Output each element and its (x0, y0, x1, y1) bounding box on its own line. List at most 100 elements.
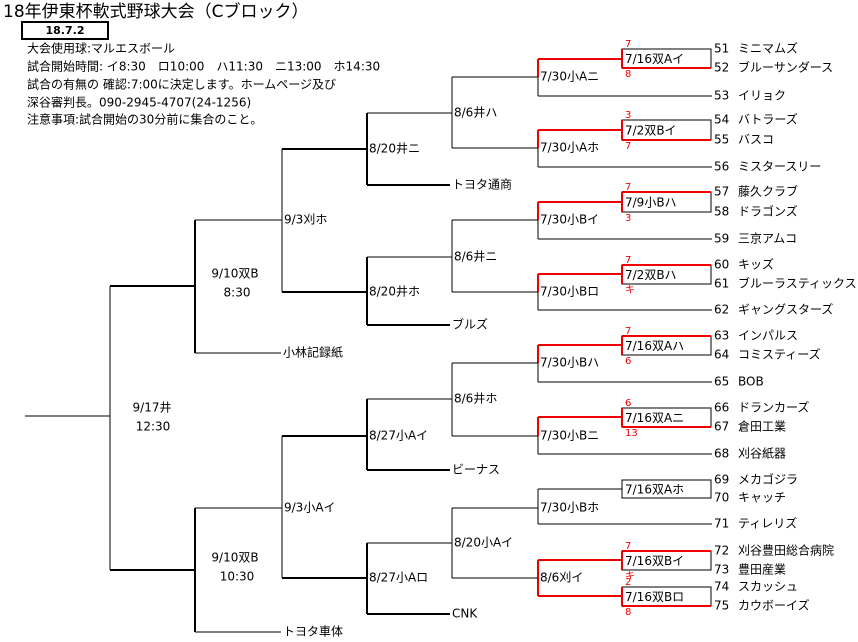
seeded-team: トヨタ通商 (452, 177, 512, 192)
team-number: 64 (714, 348, 729, 362)
match-label: 8/6井ニ (454, 250, 497, 264)
team-name: 刈谷豊田総合病院 (738, 543, 834, 558)
score: 13 (625, 428, 638, 439)
score: 7 (625, 39, 631, 50)
team-number: 59 (714, 232, 729, 246)
team-name: スカッシュ (738, 580, 798, 594)
match-label: 7/30小Bイ (540, 213, 599, 227)
note: 深谷審判長。090-2945-4707(24-1256) (27, 95, 251, 110)
match-label: 8/6井ハ (454, 106, 497, 120)
match-label: 7/30小Bハ (540, 356, 599, 370)
team-number: 66 (714, 401, 729, 415)
seeded-team: トヨタ車体 (283, 625, 343, 639)
team-number: 70 (714, 491, 729, 505)
match-label: 7/16双Aホ (625, 483, 684, 497)
match-label: 9/17井 (133, 401, 172, 415)
score: キ (625, 285, 635, 296)
team-name: キッズ (738, 257, 774, 272)
date: 18.7.2 (46, 24, 85, 37)
team-name: ドラゴンズ (738, 204, 798, 219)
team-number: 71 (714, 517, 729, 531)
team-number: 63 (714, 329, 729, 343)
score: 7 (625, 182, 631, 193)
match-label: 7/9小Bハ (625, 196, 677, 210)
team-name: 藤久クラブ (738, 184, 798, 199)
team-number: 74 (714, 580, 729, 594)
match-label: 8/6井ホ (454, 392, 497, 406)
score: 8 (625, 69, 631, 80)
team-name: バトラーズ (738, 112, 798, 127)
team-number: 62 (714, 303, 729, 317)
match-label: 9/10双B (211, 267, 258, 281)
match-label: 7/30小Aニ (540, 70, 599, 84)
match-label: 9/3小Aイ (284, 501, 336, 515)
team-name: カウボーイズ (738, 598, 810, 613)
date-box (21, 21, 109, 40)
match-label: 8/20井ホ (369, 285, 420, 299)
team-name: ドランカーズ (738, 400, 809, 415)
team-number: 61 (714, 277, 729, 291)
match-label: 9/10双B (211, 551, 258, 565)
team-number: 72 (714, 544, 729, 558)
match-label: 7/30小Bニ (540, 429, 599, 443)
team-number: 58 (714, 205, 729, 219)
score: 7 (625, 255, 631, 266)
match-label: 7/16双Bロ (625, 590, 684, 604)
match-label: 8/20小Aイ (454, 536, 513, 550)
match-time: 12:30 (136, 420, 171, 434)
team-number: 68 (714, 447, 729, 461)
team-name: イリョク (738, 89, 786, 103)
team-number: 73 (714, 563, 729, 577)
team-name: インパルス (738, 329, 798, 343)
match-time: 10:30 (220, 570, 255, 584)
match-label: 7/30小Bホ (540, 501, 599, 515)
team-name: ミスタースリー (738, 160, 821, 174)
score: 3 (625, 213, 631, 224)
match-label: 8/20井ニ (369, 142, 420, 156)
note: 試合開始時間: イ8:30 ロ10:00 ハ11:30 ニ13:00 ホ14:3… (27, 59, 380, 74)
team-name: コミスティーズ (738, 347, 821, 362)
team-name: 豊田産業 (738, 562, 786, 577)
score: 6 (625, 398, 631, 409)
team-number: 65 (714, 375, 729, 389)
seeded-team: ブルズ (452, 317, 488, 332)
score: 2 (625, 577, 631, 588)
title: 18年伊東杯軟式野球大会（Cブロック） (3, 1, 309, 22)
team-number: 53 (714, 89, 729, 103)
seeded-team: ビーナス (452, 463, 500, 477)
note: 大会使用球:マルエスボール (27, 41, 175, 56)
match-label: 7/30小Bロ (540, 285, 599, 299)
seeded-team: CNK (452, 607, 478, 621)
team-name: メカゴジラ (738, 472, 798, 487)
team-number: 67 (714, 420, 729, 434)
team-number: 56 (714, 160, 729, 174)
match-label: 8/27小Aロ (369, 571, 428, 585)
team-number: 60 (714, 258, 729, 272)
team-number: 55 (714, 133, 729, 147)
team-name: 倉田工業 (738, 419, 786, 434)
match-time: 8:30 (224, 286, 251, 300)
score: 7 (625, 541, 631, 552)
team-number: 57 (714, 185, 729, 199)
match-label: 8/6刈イ (540, 571, 583, 585)
match-label: 7/2双Bイ (625, 124, 677, 138)
score: 7 (625, 326, 631, 337)
match-label: 9/3刈ホ (284, 213, 327, 227)
note: 注意事項:試合開始の30分前に集合のこと。 (27, 112, 262, 127)
team-name: ティレリズ (738, 516, 797, 531)
team-number: 69 (714, 473, 729, 487)
team-name: ブルーサンダース (738, 60, 833, 75)
team-name: ミニマムズ (738, 41, 798, 56)
seeded-team: 小林記録紙 (283, 345, 343, 360)
match-label: 7/2双Bハ (625, 268, 677, 282)
team-name: ブルーラスティックス (738, 276, 857, 291)
score: 8 (625, 607, 631, 618)
score: 7 (625, 141, 631, 152)
score: 3 (625, 110, 631, 121)
team-number: 52 (714, 61, 729, 75)
team-name: BOB (738, 375, 764, 389)
match-label: 7/16双Aイ (625, 52, 684, 66)
team-name: 刈谷紙器 (738, 446, 786, 461)
team-number: 54 (714, 113, 729, 127)
